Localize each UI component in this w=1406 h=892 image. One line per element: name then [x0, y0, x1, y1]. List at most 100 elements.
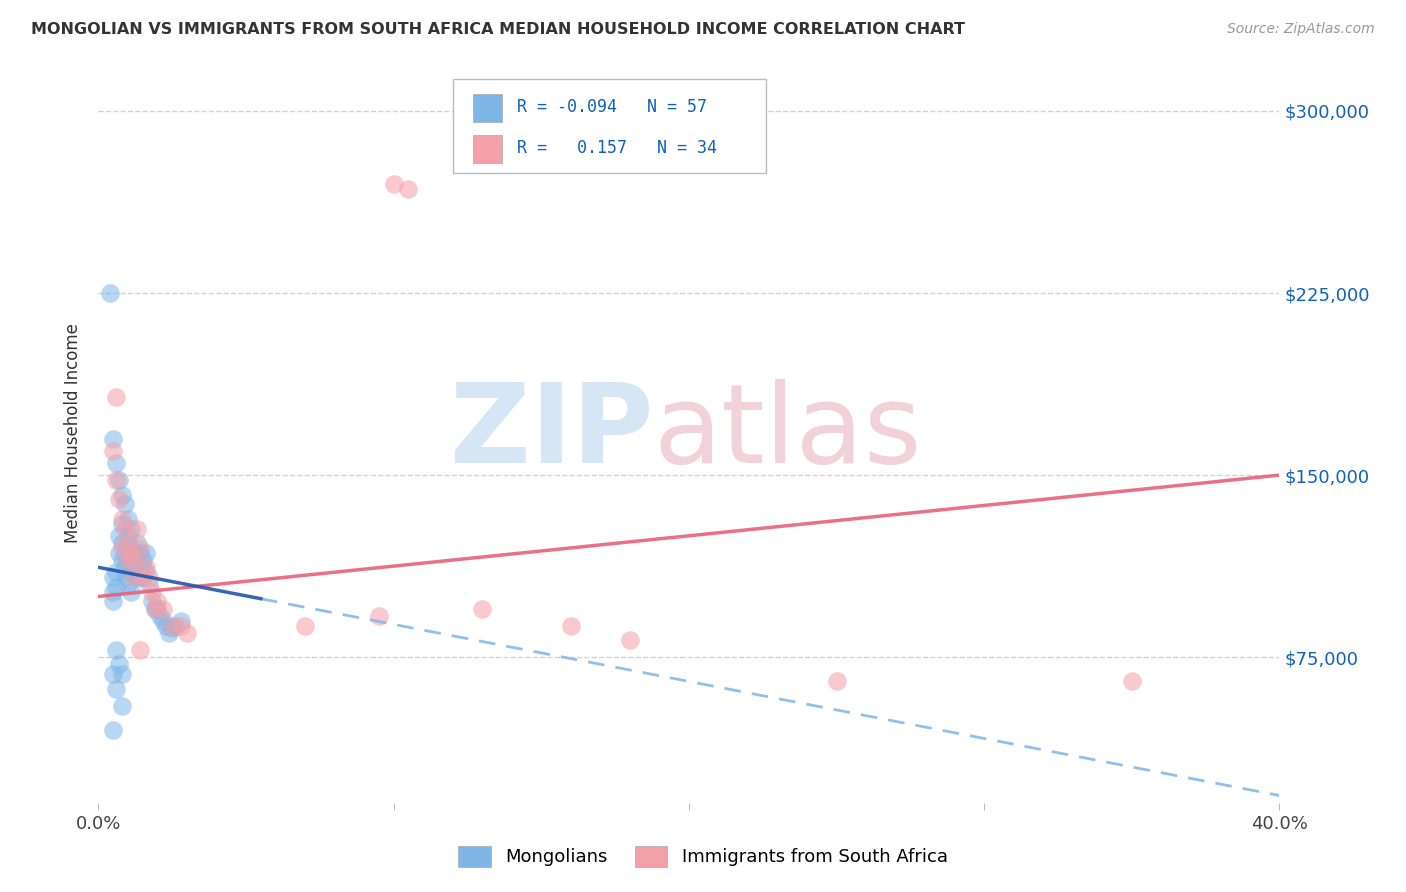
Point: [122, 546, 145, 560]
Point: [619, 633, 641, 648]
Text: MONGOLIAN VS IMMIGRANTS FROM SOUTH AFRICA MEDIAN HOUSEHOLD INCOME CORRELATION CH: MONGOLIAN VS IMMIGRANTS FROM SOUTH AFRIC…: [31, 22, 965, 37]
Point: [117, 553, 139, 567]
Point: [111, 553, 134, 567]
Point: [111, 698, 134, 713]
Point: [162, 621, 183, 635]
Point: [122, 560, 145, 574]
Point: [125, 570, 148, 584]
Point: [117, 553, 139, 567]
Point: [105, 643, 128, 657]
Point: [138, 570, 160, 584]
Point: [108, 473, 131, 487]
Point: [143, 601, 166, 615]
Point: [114, 546, 136, 560]
Point: [117, 529, 139, 543]
Point: [141, 584, 163, 599]
Point: [125, 536, 148, 550]
Point: [165, 618, 187, 632]
Point: [152, 601, 174, 615]
Point: [170, 618, 193, 632]
Point: [105, 580, 128, 594]
Point: [120, 565, 142, 579]
FancyBboxPatch shape: [453, 78, 766, 173]
Point: [146, 601, 169, 615]
Point: [114, 497, 136, 511]
Point: [122, 570, 145, 584]
Point: [108, 546, 131, 560]
Point: [111, 541, 134, 555]
Point: [132, 553, 155, 567]
Text: R =   0.157   N = 34: R = 0.157 N = 34: [516, 139, 717, 157]
Point: [1121, 674, 1143, 689]
Point: [132, 570, 155, 584]
Point: [132, 570, 155, 584]
Point: [128, 541, 150, 555]
Point: [122, 553, 145, 567]
Point: [138, 577, 160, 591]
Point: [135, 565, 157, 579]
Point: [128, 643, 150, 657]
Point: [125, 521, 148, 535]
Point: [117, 577, 139, 591]
Point: [157, 626, 180, 640]
Bar: [472, 135, 502, 163]
Point: [108, 492, 131, 507]
Point: [149, 608, 172, 623]
Point: [103, 432, 125, 446]
Point: [103, 723, 125, 737]
Point: [98, 286, 121, 301]
Point: [103, 584, 125, 599]
Point: [103, 594, 125, 608]
Text: Source: ZipAtlas.com: Source: ZipAtlas.com: [1227, 22, 1375, 37]
Point: [155, 618, 177, 632]
Point: [108, 657, 131, 672]
Text: ZIP: ZIP: [450, 379, 654, 486]
Point: [111, 512, 134, 526]
Point: [114, 521, 136, 535]
Point: [152, 614, 174, 628]
Point: [135, 560, 157, 574]
Point: [111, 487, 134, 501]
Point: [162, 618, 183, 632]
Point: [170, 614, 193, 628]
Point: [398, 182, 420, 196]
Point: [128, 546, 150, 560]
Point: [105, 473, 128, 487]
Point: [105, 565, 128, 579]
Point: [105, 681, 128, 696]
Point: [132, 560, 155, 574]
Point: [120, 521, 142, 535]
Point: [120, 584, 142, 599]
Point: [382, 177, 405, 191]
Point: [135, 546, 157, 560]
Point: [117, 536, 139, 550]
Point: [471, 601, 494, 615]
Point: [111, 516, 134, 531]
Point: [128, 570, 150, 584]
Point: [120, 546, 142, 560]
Point: [368, 608, 391, 623]
Point: [176, 626, 198, 640]
Point: [125, 546, 148, 560]
Legend: Mongolians, Immigrants from South Africa: Mongolians, Immigrants from South Africa: [451, 838, 955, 874]
Point: [105, 456, 128, 470]
Point: [111, 536, 134, 550]
Point: [146, 594, 169, 608]
Text: R = -0.094   N = 57: R = -0.094 N = 57: [516, 98, 706, 116]
Point: [103, 443, 125, 458]
Point: [103, 667, 125, 681]
Point: [141, 594, 163, 608]
Point: [120, 541, 142, 555]
Point: [560, 618, 582, 632]
Point: [111, 667, 134, 681]
Point: [294, 618, 316, 632]
Point: [103, 570, 125, 584]
Y-axis label: Median Household Income: Median Household Income: [65, 323, 83, 542]
Point: [114, 560, 136, 574]
Point: [108, 529, 131, 543]
Point: [105, 391, 128, 405]
Point: [143, 601, 166, 615]
Text: atlas: atlas: [654, 379, 922, 486]
Point: [117, 512, 139, 526]
Point: [825, 674, 848, 689]
